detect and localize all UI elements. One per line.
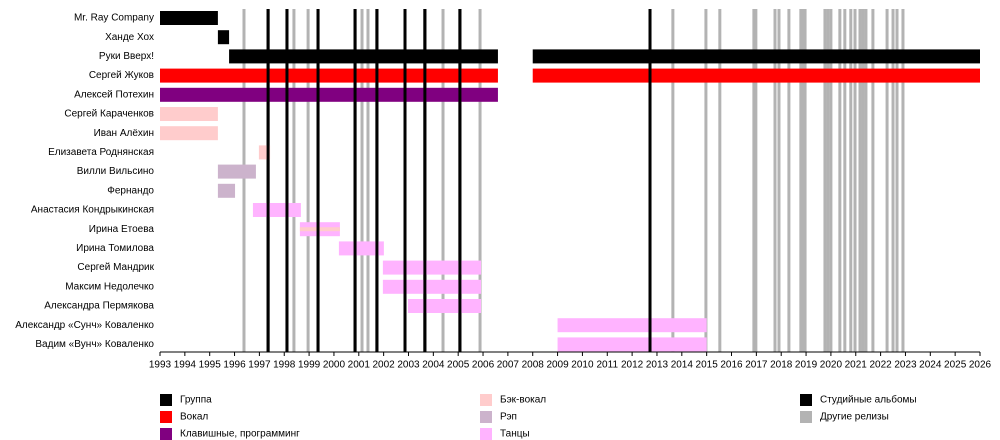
x-tick-label: 2016 (720, 360, 743, 371)
legend-label: Рэп (500, 412, 517, 423)
x-tick-label: 2004 (422, 360, 445, 371)
legend-label: Другие релизы (820, 412, 889, 423)
x-tick-label: 2009 (546, 360, 569, 371)
x-tick-label: 1998 (273, 360, 296, 371)
x-tick-label: 2007 (497, 360, 520, 371)
x-tick-label: 2014 (671, 360, 694, 371)
x-tick-label: 2018 (770, 360, 793, 371)
legend-label: Вокал (180, 412, 208, 423)
member-label: Ханде Хох (105, 32, 154, 43)
member-bar (532, 68, 980, 83)
legend-swatch (160, 411, 172, 423)
member-bar (258, 145, 271, 160)
member-bar (407, 299, 482, 313)
member-bar (532, 49, 980, 64)
member-label: Фернандо (107, 185, 154, 196)
x-tick-label: 2006 (472, 360, 495, 371)
legend-swatch (480, 411, 492, 423)
member-bar (382, 279, 482, 294)
member-label: Александра Пермякова (44, 301, 154, 312)
member-bar (217, 30, 230, 45)
member-bar (557, 318, 707, 333)
member-label: Ирина Томилова (76, 243, 154, 254)
x-tick-label: 2001 (348, 360, 371, 371)
member-label: Александр «Сунч» Коваленко (15, 320, 154, 331)
legend-swatch (480, 394, 492, 406)
x-tick-label: 2019 (795, 360, 818, 371)
x-tick-label: 2015 (696, 360, 719, 371)
member-bar (252, 203, 301, 217)
member-label: Сергей Караченков (64, 109, 154, 120)
member-bar (382, 260, 482, 275)
member-bar (160, 126, 218, 141)
member-bar (338, 241, 384, 256)
legend-swatch (160, 428, 172, 440)
member-bar (160, 107, 218, 121)
member-label: Ирина Етоева (89, 224, 155, 235)
member-bar (217, 183, 236, 198)
member-label: Алексей Потехин (74, 89, 154, 100)
member-label: Сергей Мандрик (77, 262, 154, 273)
x-tick-label: 1999 (298, 360, 321, 371)
legend-swatch (800, 411, 812, 423)
x-tick-label: 1997 (248, 360, 271, 371)
member-label: Вилли Вильсино (77, 166, 155, 177)
x-tick-label: 2021 (845, 360, 868, 371)
x-tick-label: 1994 (174, 360, 197, 371)
member-label: Сергей Жуков (89, 70, 154, 81)
member-bar (217, 164, 256, 179)
x-tick-label: 1995 (199, 360, 222, 371)
legend-label: Группа (180, 395, 212, 406)
legend-swatch (480, 428, 492, 440)
legend-label: Танцы (500, 429, 530, 440)
x-tick-label: 2012 (621, 360, 644, 371)
member-bar (299, 227, 340, 232)
x-tick-label: 2003 (397, 360, 420, 371)
legend-swatch (160, 394, 172, 406)
member-label: Mr. Ray Company (74, 13, 154, 24)
x-tick-label: 2017 (745, 360, 768, 371)
x-tick-label: 2023 (894, 360, 917, 371)
x-tick-label: 1993 (149, 360, 172, 371)
member-label: Анастасия Кондрыкинская (31, 205, 154, 216)
member-label: Вадим «Вунч» Коваленко (35, 339, 154, 350)
x-tick-label: 2024 (919, 360, 942, 371)
legend-label: Бэк-вокал (500, 395, 546, 406)
member-bar (160, 68, 498, 83)
x-tick-label: 2025 (944, 360, 967, 371)
legend-label: Студийные альбомы (820, 394, 917, 406)
x-tick-label: 2011 (597, 360, 619, 371)
x-tick-label: 2020 (820, 360, 843, 371)
member-bar (160, 87, 498, 102)
x-tick-label: 2013 (646, 360, 669, 371)
x-tick-label: 2008 (522, 360, 545, 371)
member-bar (160, 11, 218, 25)
x-tick-label: 2002 (373, 360, 396, 371)
x-tick-label: 2026 (969, 360, 992, 371)
member-label: Елизавета Роднянская (48, 147, 154, 158)
member-label: Максим Недолечко (65, 281, 154, 292)
legend-swatch (800, 394, 812, 406)
x-tick-label: 2022 (869, 360, 892, 371)
x-tick-label: 2005 (447, 360, 470, 371)
x-tick-label: 2010 (571, 360, 594, 371)
member-bar (229, 49, 498, 64)
x-tick-label: 2000 (323, 360, 346, 371)
member-bar (557, 337, 707, 352)
x-tick-label: 1996 (223, 360, 246, 371)
member-label: Руки Вверх! (99, 51, 154, 62)
legend-label: Клавишные, программинг (180, 429, 300, 440)
member-label: Иван Алёхин (94, 128, 154, 139)
